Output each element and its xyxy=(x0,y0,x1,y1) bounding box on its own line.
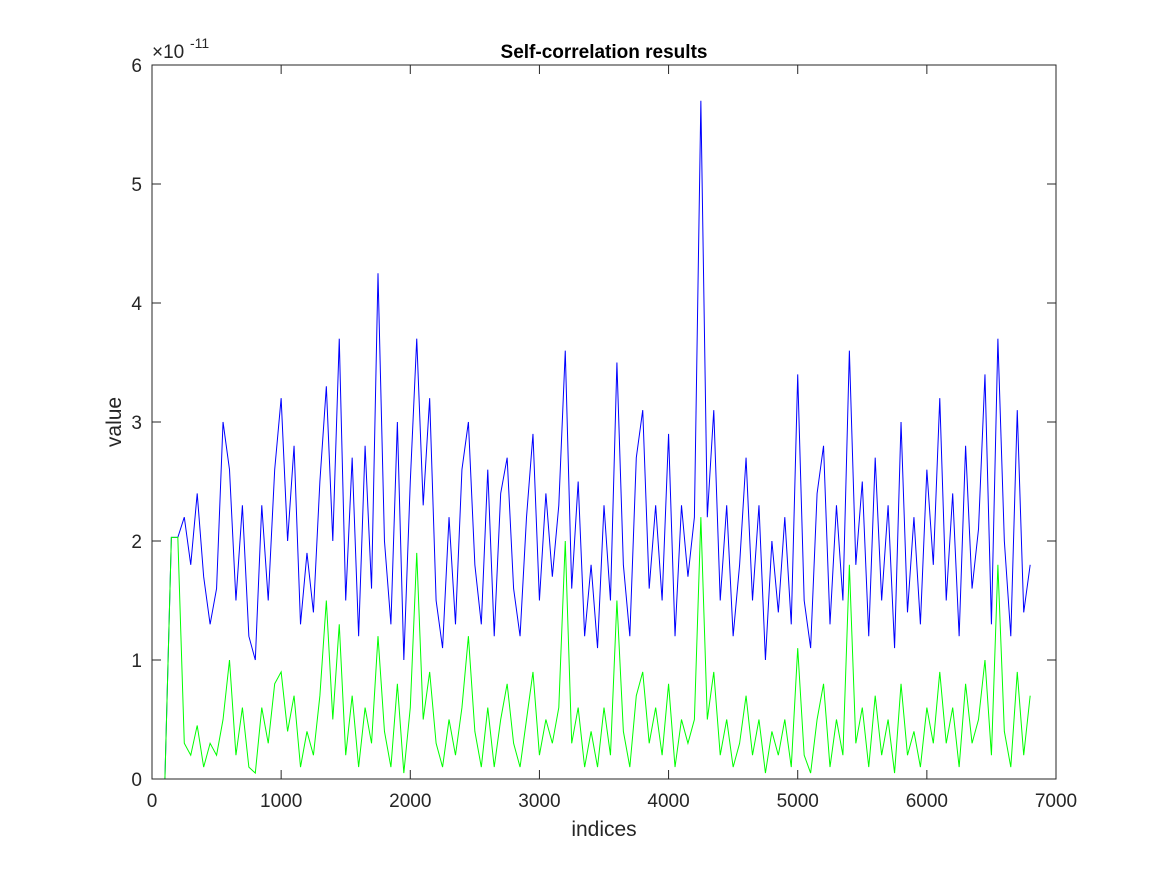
y-tick-label: 1 xyxy=(131,651,142,672)
x-tick-label: 5000 xyxy=(777,791,819,812)
y-multiplier-exponent: -11 xyxy=(190,35,209,51)
line-series xyxy=(152,517,1031,780)
x-tick-label: 7000 xyxy=(1035,791,1077,812)
x-tick-label: 1000 xyxy=(260,791,302,812)
x-tick-label: 6000 xyxy=(906,791,948,812)
y-tick-label: 4 xyxy=(131,294,142,315)
chart-title: Self-correlation results xyxy=(501,42,708,63)
y-tick-label: 3 xyxy=(131,413,142,434)
y-tick-label: 5 xyxy=(131,175,142,196)
y-multiplier-base: ×10 xyxy=(152,42,184,63)
x-tick-label: 4000 xyxy=(647,791,689,812)
x-tick-label: 2000 xyxy=(389,791,431,812)
x-tick-label: 3000 xyxy=(518,791,560,812)
x-tick-label: 0 xyxy=(147,791,158,812)
y-tick-label: 6 xyxy=(131,56,142,77)
y-tick-label: 0 xyxy=(131,770,142,791)
y-axis-label: value xyxy=(103,397,126,447)
y-tick-label: 2 xyxy=(131,532,142,553)
line-series xyxy=(152,100,1031,780)
x-axis-label: indices xyxy=(571,818,636,841)
